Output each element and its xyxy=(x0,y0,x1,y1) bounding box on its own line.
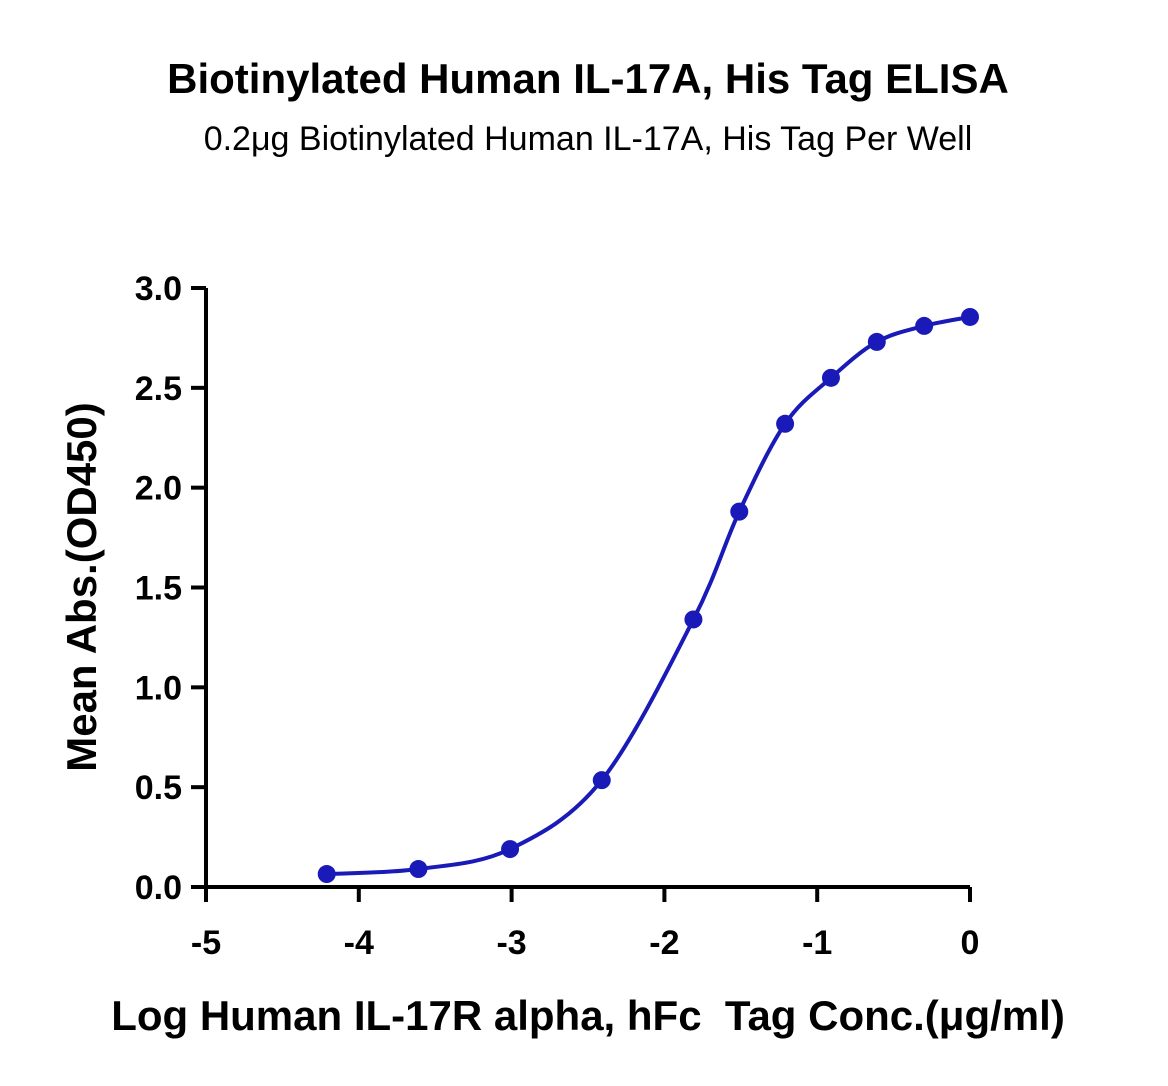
x-tick-label: -1 xyxy=(802,924,832,962)
x-tick-label: -4 xyxy=(344,924,374,962)
data-point xyxy=(317,865,336,884)
x-tick-label: -2 xyxy=(649,924,679,962)
x-tick-label: -3 xyxy=(496,924,526,962)
y-tick-label: 2.0 xyxy=(135,470,182,508)
y-tick-label: 0.5 xyxy=(135,769,182,807)
data-point xyxy=(867,332,886,351)
x-tick-label: 0 xyxy=(961,924,980,962)
data-point xyxy=(776,414,795,433)
y-axis-label: Mean Abs.(OD450) xyxy=(58,402,105,772)
data-point xyxy=(821,368,840,387)
chart-subtitle: 0.2μg Biotinylated Human IL-17A, His Tag… xyxy=(204,120,973,158)
data-point xyxy=(501,840,520,859)
data-point xyxy=(592,771,611,790)
x-axis: -5 -4 -3 -2 -1 0 xyxy=(191,885,980,962)
data-point xyxy=(961,307,979,326)
y-tick-label: 1.0 xyxy=(135,669,182,707)
chart-title: Biotinylated Human IL-17A, His Tag ELISA xyxy=(167,55,1009,102)
data-point xyxy=(915,316,934,335)
data-point xyxy=(409,860,428,879)
y-axis: 0.0 0.5 1.0 1.5 2.0 2.5 3.0 xyxy=(135,270,208,907)
series-line xyxy=(326,314,971,877)
plot-area xyxy=(317,307,979,884)
data-point xyxy=(730,502,749,521)
x-tick-label: -5 xyxy=(191,924,221,962)
y-tick-label: 2.5 xyxy=(135,370,182,408)
y-tick-label: 1.5 xyxy=(135,570,182,608)
x-axis-label: Log Human IL-17R alpha, hFc Tag Conc.(μg… xyxy=(111,992,1065,1039)
y-tick-label: 0.0 xyxy=(135,869,182,907)
y-tick-label: 3.0 xyxy=(135,270,182,308)
data-point xyxy=(684,610,703,629)
